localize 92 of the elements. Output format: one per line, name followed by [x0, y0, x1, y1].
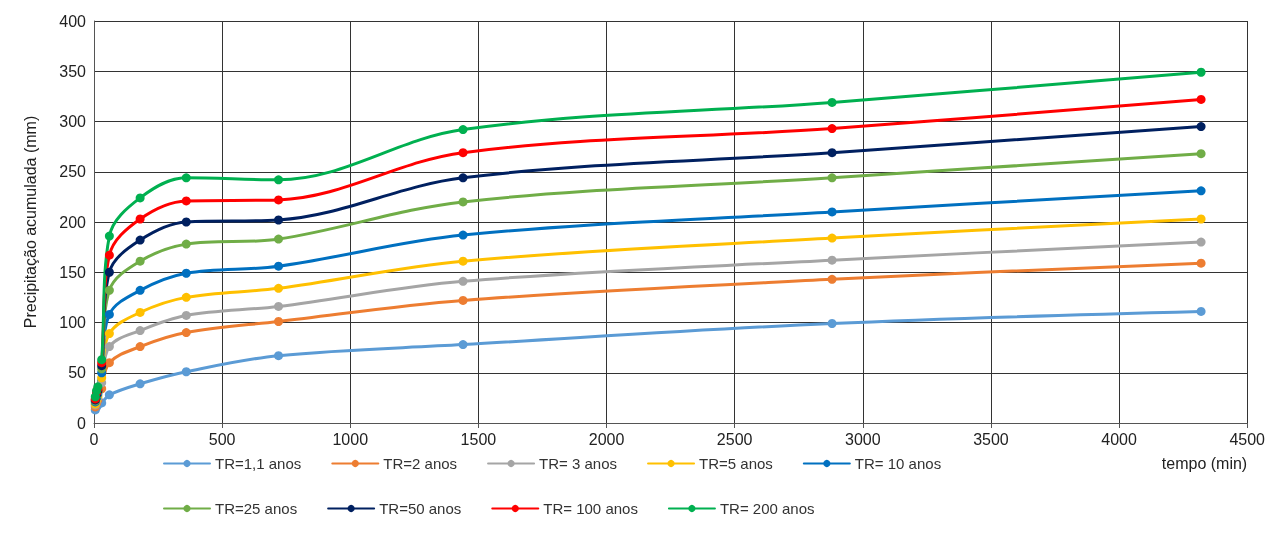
point [135, 307, 145, 317]
point [274, 301, 284, 311]
point [274, 283, 284, 293]
y-tick-label: 50 [68, 364, 87, 382]
x-tick-label: 2000 [588, 430, 625, 448]
x-tick-label: 2500 [716, 430, 753, 448]
point [181, 173, 191, 183]
legend-label: TR= 10 anos [854, 455, 942, 472]
point [135, 214, 145, 224]
point [135, 379, 145, 389]
x-axis-title: tempo (min) [1161, 454, 1248, 472]
point [827, 274, 837, 284]
x-tick-label: 3000 [845, 430, 881, 448]
x-tick-label: 4500 [1229, 430, 1266, 448]
point [458, 295, 468, 305]
point [1196, 258, 1206, 268]
point [104, 390, 114, 400]
legend-label: TR= 3 anos [539, 455, 618, 472]
point [181, 268, 191, 278]
point [827, 173, 837, 183]
point [135, 256, 145, 266]
point [827, 148, 837, 158]
point [827, 255, 837, 265]
point [104, 231, 114, 241]
point [181, 367, 191, 377]
point [458, 125, 468, 135]
legend-label: TR=50 anos [379, 500, 462, 517]
point [1196, 149, 1206, 159]
point [181, 239, 191, 249]
point [181, 196, 191, 206]
point [1196, 122, 1206, 132]
legend-label: TR=25 anos [215, 500, 298, 517]
point [135, 326, 145, 336]
point [104, 342, 114, 352]
y-tick-label: 200 [59, 213, 87, 231]
point [458, 256, 468, 266]
point [181, 292, 191, 302]
x-tick-label: 3500 [973, 430, 1009, 448]
point [827, 124, 837, 134]
point [1196, 237, 1206, 247]
point [274, 175, 284, 185]
point [104, 267, 114, 277]
point [181, 310, 191, 320]
legend-label: TR= 200 anos [719, 500, 815, 517]
legend-label: TR=5 anos [699, 455, 773, 472]
point [1196, 94, 1206, 104]
y-tick-label: 150 [59, 263, 87, 281]
point [458, 276, 468, 286]
point [827, 233, 837, 243]
point [827, 207, 837, 217]
point [104, 309, 114, 319]
point [135, 285, 145, 295]
legend-label: TR=2 anos [383, 455, 458, 472]
point [135, 193, 145, 203]
point [1196, 67, 1206, 77]
point [274, 261, 284, 271]
point [104, 250, 114, 260]
x-tick-label: 1000 [332, 430, 369, 448]
x-tick-label: 500 [208, 430, 236, 448]
point [827, 97, 837, 107]
y-tick-label: 0 [77, 414, 87, 432]
point [135, 235, 145, 245]
point [458, 197, 468, 207]
point [458, 340, 468, 350]
point [135, 342, 145, 352]
point [181, 328, 191, 338]
point [1196, 214, 1206, 224]
y-tick-label: 400 [59, 12, 87, 30]
legend-label: TR=1,1 anos [215, 455, 302, 472]
point [1196, 186, 1206, 196]
y-tick-label: 300 [59, 113, 87, 130]
point [274, 215, 284, 225]
point [274, 234, 284, 244]
point [274, 351, 284, 361]
point [104, 285, 114, 295]
point [458, 173, 468, 183]
point [274, 317, 284, 326]
y-tick-label: 100 [59, 314, 87, 331]
point [827, 319, 837, 328]
point [274, 195, 284, 205]
point [458, 230, 468, 240]
point [181, 217, 191, 227]
point [104, 329, 114, 339]
legend-label: TR= 100 anos [543, 500, 638, 517]
x-tick-label: 0 [89, 430, 99, 448]
y-tick-label: 250 [59, 163, 87, 181]
point [1196, 306, 1206, 316]
y-axis-title: Precipitação acumulada (mm) [21, 115, 39, 329]
point [458, 148, 468, 158]
x-tick-label: 4000 [1101, 430, 1137, 448]
x-tick-label: 1500 [460, 430, 497, 448]
y-tick-label: 350 [59, 62, 87, 80]
